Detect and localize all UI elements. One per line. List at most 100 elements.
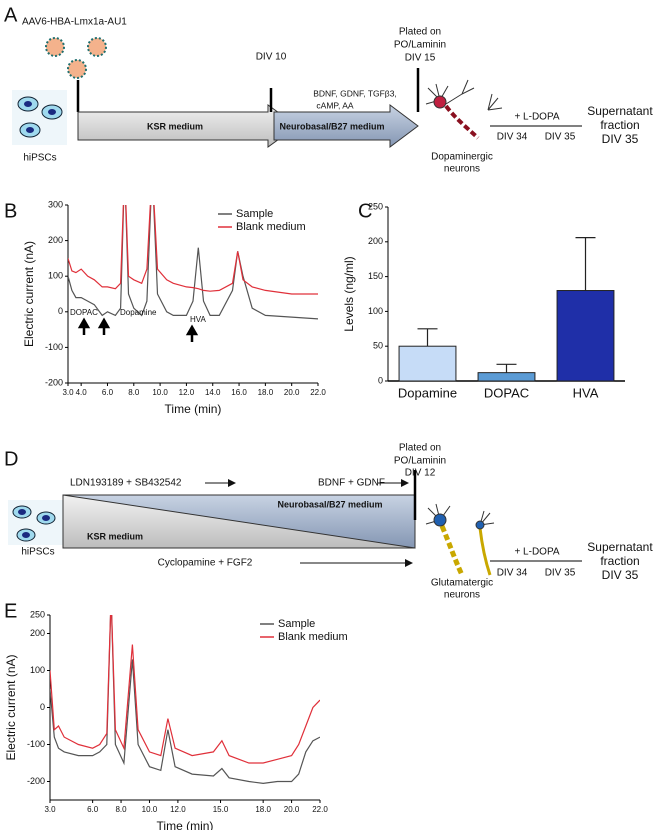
series-line [50,615,320,764]
annotation: DOPAC [70,308,98,317]
stage-label: Neurobasal/B27 medium [279,121,384,131]
cells-label: hiPSCs [23,153,56,164]
error-bar [417,328,438,347]
x-tick-label: 12.0 [170,805,186,814]
annotation-arrow [97,317,111,335]
x-tick-label: 18.0 [255,805,271,814]
y-tick-label: 200 [30,628,45,638]
factor-label: LDN193189 + SB432542 [70,478,182,489]
y-axis-label: Electric current (nA) [4,654,18,760]
bar [398,345,457,382]
virus-icons [45,37,107,79]
x-tick-label: 14.0 [205,388,221,397]
fraction-label: DIV 35 [602,568,639,582]
panel-label: D [4,448,18,470]
div-label: DIV 35 [545,132,576,143]
x-tick-label: 22.0 [310,388,326,397]
treatment-label: + L-DOPA [514,547,559,558]
y-tick-label: -200 [27,776,45,786]
legend-label: Blank medium [236,221,306,233]
x-axis-label: Time (min) [165,402,222,416]
plated-label: DIV 15 [405,53,436,64]
annotation-arrow [185,324,199,342]
y-tick-label: 100 [30,665,45,675]
bar [556,290,615,382]
x-tick-label: 20.0 [284,388,300,397]
stage-label: KSR medium [147,121,203,131]
factor-label: Cyclopamine + FGF2 [158,558,253,569]
neuron-icon [425,79,503,140]
error-bar [496,363,517,373]
neuron-label: Glutamatergic [431,578,493,589]
plated-label: PO/Laminin [394,456,446,467]
x-tick-label: 6.0 [87,805,99,814]
annotation: Dopamine [120,308,157,317]
factor-label: BDNF + GDNF [318,478,385,489]
x-tick-label: 10.0 [152,388,168,397]
series-line [68,205,318,295]
x-tick-label: HVA [573,385,599,400]
y-tick-label: 250 [30,609,45,619]
x-tick-label: 8.0 [115,805,127,814]
y-tick-label: 0 [58,306,63,316]
y-tick-label: -100 [45,342,63,352]
x-tick-label: 8.0 [128,388,140,397]
x-tick-label: 3.0 [44,805,56,814]
stage-label: KSR medium [87,531,143,541]
legend-label: Blank medium [278,631,348,643]
x-tick-label: 10.0 [142,805,158,814]
x-tick-label: 12.0 [179,388,195,397]
bar [477,372,536,382]
cells-icon [12,90,67,145]
cells-icon [8,500,63,545]
y-tick-label: 0 [378,375,383,385]
div-label: DIV 34 [497,132,528,143]
x-axis-label: Time (min) [157,819,214,830]
diagram-a: A AAV6-HBA-Lmx1a-AU1 hiPSCs KSR medium D… [4,4,653,174]
x-tick-label: Dopamine [398,385,457,400]
panel-label: A [4,4,18,26]
vector-label: AAV6-HBA-Lmx1a-AU1 [22,17,127,28]
stage-wedge [62,494,416,549]
fraction-label: fraction [600,118,639,132]
x-tick-label: 4.0 [76,388,88,397]
x-tick-label: 20.0 [284,805,300,814]
fraction-label: Supernatant [587,104,653,118]
neuron-label: neurons [444,164,480,175]
series-line [50,615,320,785]
y-tick-label: 100 [48,271,63,281]
y-tick-label: 250 [368,201,383,211]
y-tick-label: 100 [368,306,383,316]
factor-label: BDNF, GDNF, TGFβ3, [313,88,397,98]
y-tick-label: 300 [48,199,63,209]
y-tick-label: 50 [373,341,383,351]
stage-label: Neurobasal/B27 medium [277,499,382,509]
fraction-label: Supernatant [587,540,653,554]
y-tick-label: -100 [27,739,45,749]
legend-label: Sample [236,208,273,220]
x-tick-label: 3.0 [62,388,74,397]
y-axis-label: Levels (ng/ml) [342,256,356,331]
x-tick-label: 16.0 [231,388,247,397]
factor-label: cAMP, AA [316,100,353,110]
neuron-label: Dopaminergic [431,152,493,163]
y-tick-label: 200 [368,236,383,246]
y-tick-label: -200 [45,377,63,387]
x-tick-label: DOPAC [484,385,529,400]
treatment-label: + L-DOPA [514,112,559,123]
panel-label: E [4,600,17,622]
error-bar [575,237,596,291]
div-label: DIV 34 [497,568,528,579]
x-tick-label: 18.0 [258,388,274,397]
annotation-arrow [77,317,91,335]
annotation: HVA [190,315,207,324]
plated-label: DIV 12 [405,468,436,479]
fraction-label: DIV 35 [602,132,639,146]
y-tick-label: 150 [368,271,383,281]
series-line [68,205,318,320]
x-tick-label: 15.0 [213,805,229,814]
panel-label: B [4,200,17,222]
diagram-d: D hiPSCs LDN193189 + SB432542 BDNF + GDN… [4,443,653,601]
panel-label: C [358,200,372,222]
